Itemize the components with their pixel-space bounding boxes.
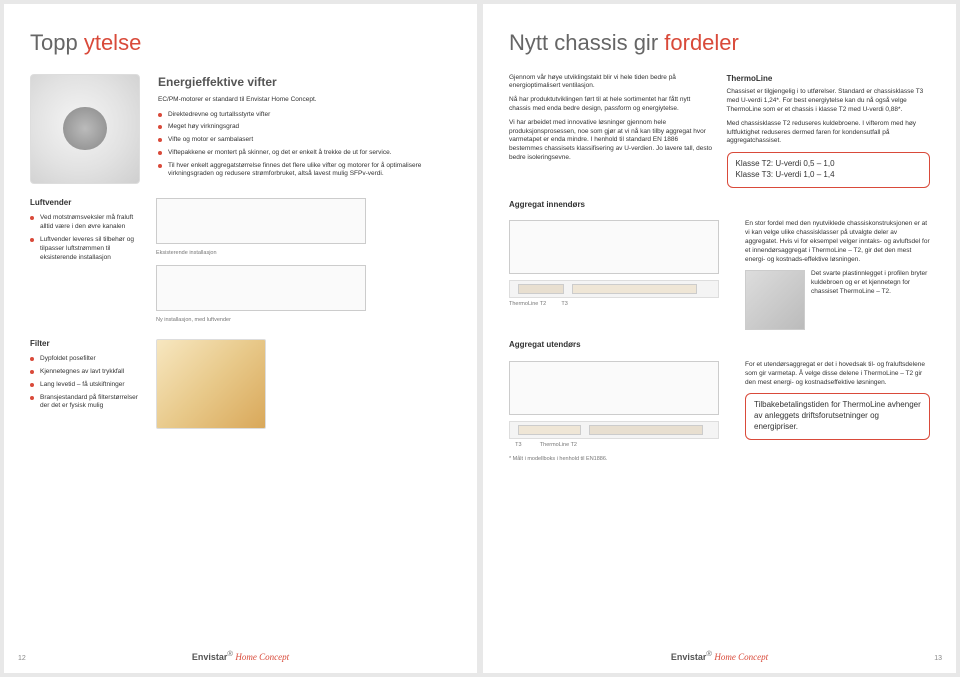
- para: En stor fordel med den nyutviklede chass…: [745, 220, 930, 264]
- para: Vi har arbeidet med innovative løsninger…: [509, 119, 713, 163]
- filter-section: Filter Dypfoldet posefilter Kjennetegnes…: [30, 339, 451, 429]
- agg-in-diagram-col: ThermoLine T2 T3: [509, 220, 729, 330]
- ruler-t3: T3: [561, 301, 567, 307]
- diagram-caption: Eksisterende installasjon: [156, 250, 366, 257]
- agg-out-ruler: [509, 421, 719, 439]
- agg-out-text: For et utendørsaggregat er det i hovedsa…: [745, 361, 930, 463]
- luftvender-heading: Luftvender: [30, 198, 140, 209]
- para: For et utendørsaggregat er det i hovedsa…: [745, 361, 930, 387]
- list-item: Vifte og motor er sambalasert: [158, 136, 451, 145]
- brand-env: Envistar: [671, 652, 707, 662]
- para: Med chassisklasse T2 reduseres kuldebroe…: [727, 120, 931, 146]
- footnote: * Målt i modellboks i henhold til EN1886…: [509, 456, 729, 463]
- filter-image-wrap: [156, 339, 266, 429]
- list-item: Ved motstrømsveksler må fraluft alltid v…: [30, 214, 140, 232]
- agg-in-photo-block: Det svarte plastinnlegget i profilen bry…: [745, 270, 930, 330]
- intro-heading: Energieffektive vifter: [158, 74, 451, 90]
- page-left: Topp ytelse Energieffektive vifter EC/PM…: [4, 4, 477, 673]
- brand-hc: Home Concept: [714, 652, 768, 662]
- filter-heading: Filter: [30, 339, 140, 350]
- ruler-t2: ThermoLine T2: [509, 301, 546, 307]
- col2: ThermoLine Chassiset er tilgjengelig i t…: [727, 74, 931, 188]
- intro-text: Energieffektive vifter EC/PM-motorer er …: [158, 74, 451, 184]
- payback-box: Tilbakebetalingstiden for ThermoLine avh…: [745, 393, 930, 439]
- ruler-labels-out: T3 ThermoLine T2: [509, 442, 729, 449]
- luftvender-textcol: Luftvender Ved motstrømsveksler må fralu…: [30, 198, 140, 325]
- diagram-existing: [156, 198, 366, 244]
- list-item: Dypfoldet posefilter: [30, 355, 140, 364]
- filter-image: [156, 339, 266, 429]
- agg-out-row: T3 ThermoLine T2 * Målt i modellboks i h…: [509, 361, 930, 463]
- brand-hc: Home Concept: [235, 652, 289, 662]
- agg-in-diagram: [509, 220, 719, 274]
- footer-brand: Envistar® Home Concept: [483, 649, 956, 663]
- klasse-box: Klasse T2: U-verdi 0,5 – 1,0 Klasse T3: …: [727, 152, 931, 188]
- agg-out-heading: Aggregat utendørs: [509, 340, 930, 351]
- intro-columns: Gjennom vår høye utviklingstakt blir vi …: [509, 74, 930, 188]
- list-item: Viftepakkene er montert på skinner, og d…: [158, 149, 451, 158]
- para: Chassiset er tilgjengelig i to utførelse…: [727, 88, 931, 114]
- intro-bullets: Direktedrevne og turtallsstyrte vifter M…: [158, 111, 451, 180]
- list-item: Bransjestandard på filterstørrelser der …: [30, 394, 140, 412]
- title-pre: Nytt chassis gir: [509, 30, 664, 55]
- agg-out-diagram: [509, 361, 719, 415]
- list-item: Luftvender leveres sil tilbehør og tilpa…: [30, 236, 140, 262]
- title-left: Topp ytelse: [30, 28, 451, 58]
- ruler-labels: ThermoLine T2 T3: [509, 301, 729, 308]
- fan-image: [30, 74, 140, 184]
- list-item: Til hver enkelt aggregatstørrelse finnes…: [158, 162, 451, 180]
- luftvender-diagrams: Eksisterende installasjon Ny installasjo…: [156, 198, 366, 325]
- filter-textcol: Filter Dypfoldet posefilter Kjennetegnes…: [30, 339, 140, 429]
- col1: Gjennom vår høye utviklingstakt blir vi …: [509, 74, 713, 188]
- intro-row: Energieffektive vifter EC/PM-motorer er …: [30, 74, 451, 184]
- title-right: Nytt chassis gir fordeler: [509, 28, 930, 58]
- footer-brand: Envistar® Home Concept: [4, 649, 477, 663]
- diagram-new: [156, 265, 366, 311]
- payback-text: Tilbakebetalingstiden for ThermoLine avh…: [754, 400, 921, 431]
- para: Nå har produktutviklingen ført til at he…: [509, 96, 713, 114]
- luftvender-bullets: Ved motstrømsveksler må fraluft alltid v…: [30, 214, 140, 262]
- page-right: Nytt chassis gir fordeler Gjennom vår hø…: [483, 4, 956, 673]
- ruler-t3: T3: [515, 442, 521, 448]
- ruler-t2: ThermoLine T2: [540, 442, 577, 448]
- filter-bullets: Dypfoldet posefilter Kjennetegnes av lav…: [30, 355, 140, 411]
- brand-reg: ®: [227, 649, 233, 658]
- agg-out-diagram-col: T3 ThermoLine T2 * Målt i modellboks i h…: [509, 361, 729, 463]
- title-accent: ytelse: [84, 30, 141, 55]
- list-item: Direktedrevne og turtallsstyrte vifter: [158, 111, 451, 120]
- title-accent: fordeler: [664, 30, 739, 55]
- brand-reg: ®: [706, 649, 712, 658]
- para: Gjennom vår høye utviklingstakt blir vi …: [509, 74, 713, 92]
- agg-in-text: En stor fordel med den nyutviklede chass…: [745, 220, 930, 330]
- list-item: Kjennetegnes av lavt trykkfall: [30, 368, 140, 377]
- agg-in-heading: Aggregat innendørs: [509, 200, 930, 211]
- agg-in-row: ThermoLine T2 T3 En stor fordel med den …: [509, 220, 930, 330]
- thermoline-heading: ThermoLine: [727, 74, 931, 85]
- title-pre: Topp: [30, 30, 84, 55]
- diagram-caption: Ny installasjon, med luftvender: [156, 317, 366, 324]
- list-item: Meget høy virkningsgrad: [158, 123, 451, 132]
- chassis-photo: [745, 270, 805, 330]
- klasse-line: Klasse T2: U-verdi 0,5 – 1,0: [736, 159, 922, 170]
- luftvender-section: Luftvender Ved motstrømsveksler må fralu…: [30, 198, 451, 325]
- brand-env: Envistar: [192, 652, 228, 662]
- agg-in-ruler: [509, 280, 719, 298]
- list-item: Lang levetid – få utskiftninger: [30, 381, 140, 390]
- klasse-line: Klasse T3: U-verdi 1,0 – 1,4: [736, 170, 922, 181]
- intro-sub: EC/PM-motorer er standard til Envistar H…: [158, 96, 451, 105]
